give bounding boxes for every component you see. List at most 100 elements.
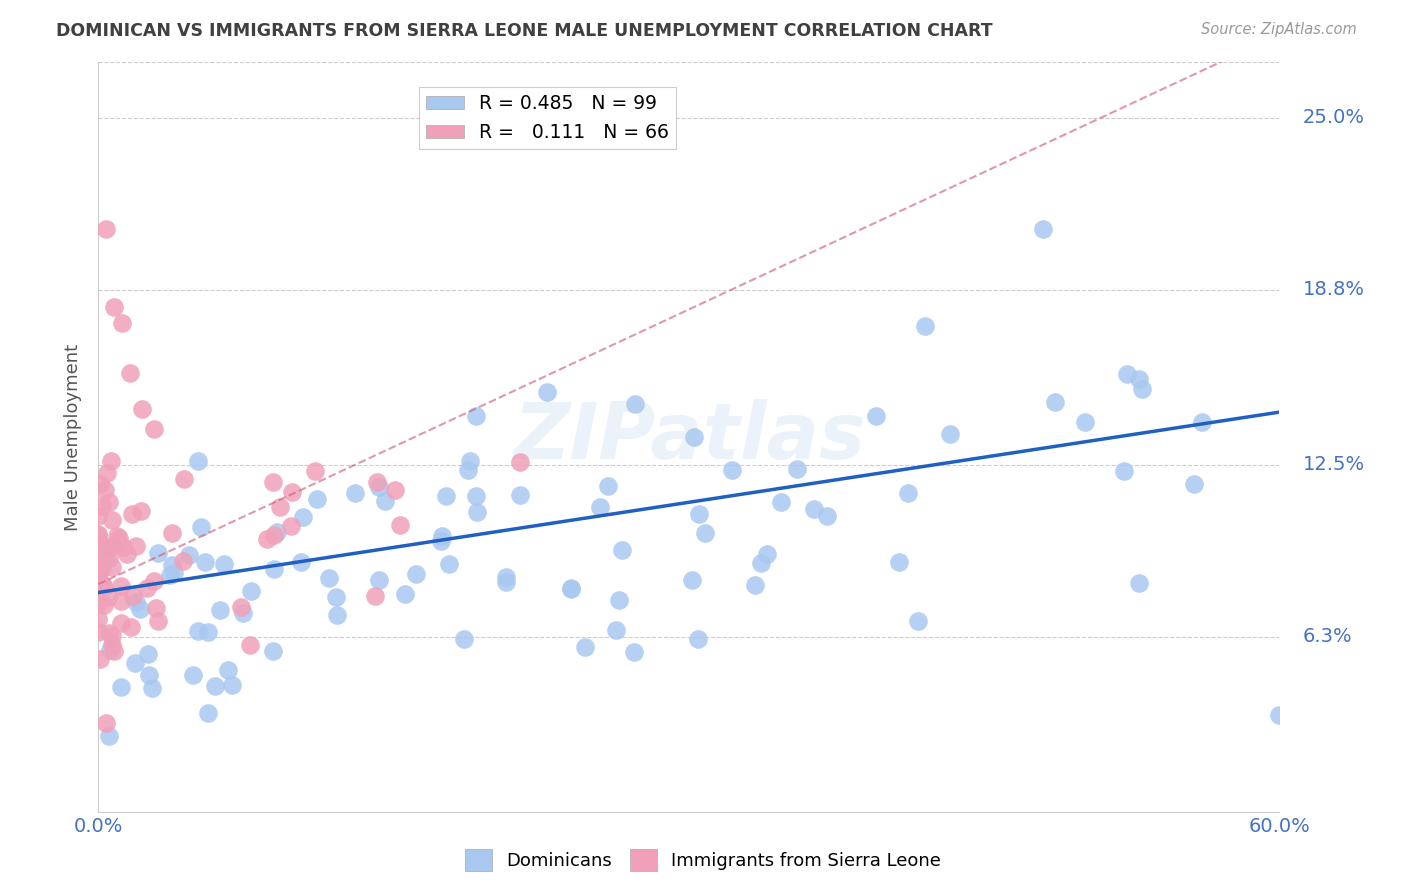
Point: [108, 532, 131, 546]
Point: [1128, 372, 1150, 386]
Point: [89, 564, 111, 578]
Point: [280, 519, 302, 533]
Point: [172, 554, 194, 568]
Point: [100, 454, 122, 468]
Point: [93, 598, 115, 612]
Point: [96, 222, 118, 236]
Point: [143, 574, 166, 589]
Point: [142, 422, 165, 436]
Point: [87, 624, 110, 639]
Point: [465, 505, 488, 519]
Point: [749, 556, 772, 570]
Point: [87, 573, 110, 587]
Point: [495, 574, 517, 589]
Point: [815, 508, 838, 523]
Point: [179, 548, 201, 562]
Point: [325, 590, 347, 604]
Point: [136, 581, 159, 595]
Point: [136, 647, 159, 661]
Point: [464, 489, 486, 503]
Point: [589, 500, 612, 515]
Point: [87, 533, 110, 548]
Point: [682, 429, 704, 443]
Text: ZIPatlas: ZIPatlas: [513, 399, 865, 475]
Point: [605, 623, 627, 637]
Point: [91, 561, 114, 575]
Point: [190, 520, 212, 534]
Point: [457, 463, 479, 477]
Point: [318, 571, 340, 585]
Point: [266, 525, 288, 540]
Point: [290, 555, 312, 569]
Point: [607, 593, 630, 607]
Point: [97, 590, 120, 604]
Text: 18.8%: 18.8%: [1303, 280, 1365, 300]
Point: [897, 486, 920, 500]
Point: [239, 638, 262, 652]
Point: [304, 464, 326, 478]
Point: [111, 316, 134, 330]
Point: [560, 582, 582, 596]
Point: [509, 455, 531, 469]
Legend: R = 0.485   N = 99, R =   0.111   N = 66: R = 0.485 N = 99, R = 0.111 N = 66: [419, 87, 676, 149]
Point: [907, 614, 929, 628]
Point: [173, 472, 195, 486]
Point: [1128, 576, 1150, 591]
Point: [803, 501, 825, 516]
Point: [87, 570, 110, 584]
Point: [103, 300, 125, 314]
Point: [194, 555, 217, 569]
Point: [688, 507, 710, 521]
Point: [1114, 464, 1136, 478]
Point: [269, 500, 291, 514]
Point: [366, 475, 388, 489]
Point: [262, 644, 284, 658]
Point: [103, 644, 125, 658]
Point: [129, 504, 152, 518]
Point: [624, 397, 647, 411]
Point: [89, 476, 111, 491]
Point: [1182, 477, 1205, 491]
Point: [536, 384, 558, 399]
Point: [343, 486, 366, 500]
Text: DOMINICAN VS IMMIGRANTS FROM SIERRA LEONE MALE UNEMPLOYMENT CORRELATION CHART: DOMINICAN VS IMMIGRANTS FROM SIERRA LEON…: [56, 22, 993, 40]
Point: [368, 573, 391, 587]
Point: [105, 536, 128, 550]
Point: [100, 638, 122, 652]
Point: [430, 529, 453, 543]
Point: [755, 547, 778, 561]
Point: [495, 570, 517, 584]
Point: [364, 589, 387, 603]
Point: [1045, 395, 1067, 409]
Point: [98, 626, 121, 640]
Point: [429, 534, 451, 549]
Point: [138, 667, 160, 681]
Text: 6.3%: 6.3%: [1303, 627, 1353, 647]
Point: [120, 620, 142, 634]
Text: Source: ZipAtlas.com: Source: ZipAtlas.com: [1201, 22, 1357, 37]
Point: [465, 409, 488, 423]
Point: [87, 526, 110, 541]
Point: [125, 595, 148, 609]
Point: [209, 603, 232, 617]
Point: [110, 615, 132, 630]
Point: [1268, 707, 1291, 722]
Point: [384, 483, 406, 497]
Y-axis label: Male Unemployment: Male Unemployment: [65, 343, 83, 531]
Point: [96, 715, 118, 730]
Point: [232, 606, 254, 620]
Point: [217, 663, 239, 677]
Point: [100, 541, 122, 555]
Point: [98, 729, 121, 743]
Point: [122, 589, 145, 603]
Point: [263, 528, 285, 542]
Point: [574, 640, 596, 654]
Point: [939, 426, 962, 441]
Point: [693, 526, 716, 541]
Point: [221, 678, 243, 692]
Point: [770, 495, 793, 509]
Point: [87, 612, 110, 626]
Point: [98, 495, 121, 509]
Point: [212, 557, 235, 571]
Point: [141, 681, 163, 695]
